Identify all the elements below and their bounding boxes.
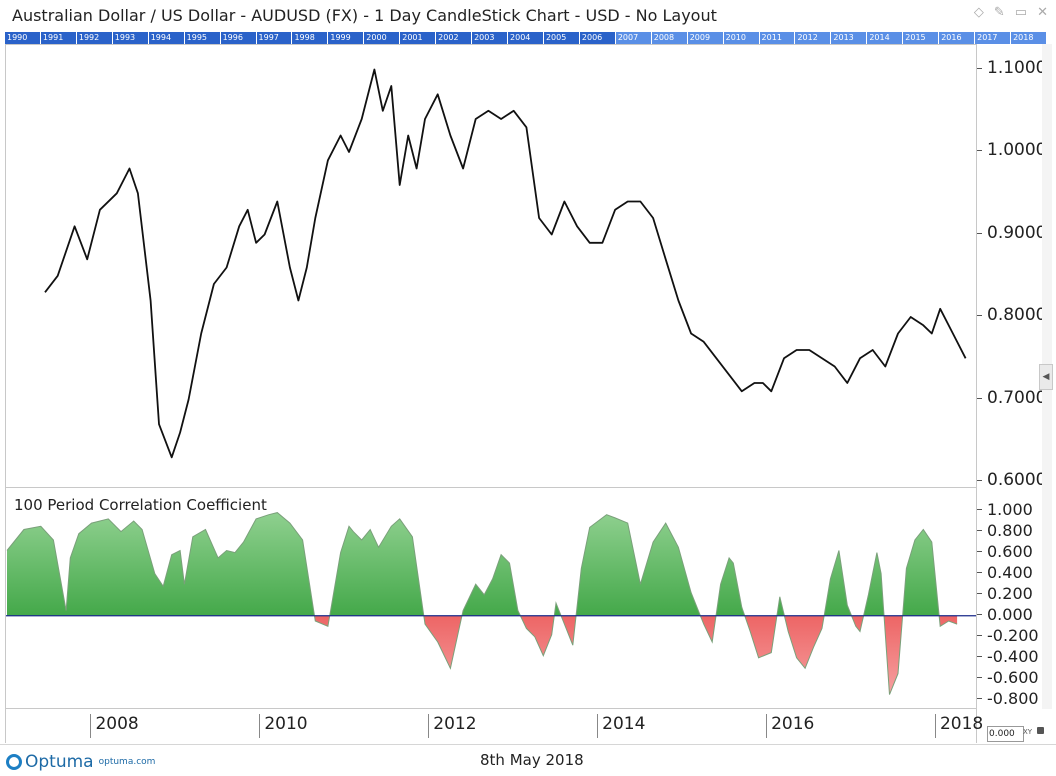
price-tick-label: 0.7000 bbox=[977, 388, 1042, 408]
year-strip-cell[interactable]: 2011 bbox=[758, 32, 795, 44]
price-tick-label: 0.8000 bbox=[977, 305, 1042, 325]
year-strip-cell[interactable]: 1997 bbox=[255, 32, 292, 44]
minimize-icon[interactable]: ▭ bbox=[1014, 5, 1028, 20]
year-strip-cell[interactable]: 2000 bbox=[363, 32, 399, 44]
indicator-tick-label: -0.800 bbox=[977, 689, 1039, 708]
optuma-logo: Optuma optuma.com bbox=[6, 752, 155, 772]
year-navigation-strip[interactable]: 1990 1991 1992 1993 1994 1995 1996 1997 1998 1999… bbox=[4, 32, 1046, 44]
indicator-tick-label: 1.000 bbox=[977, 500, 1033, 519]
year-strip-cell[interactable]: 1992 bbox=[75, 32, 112, 44]
date-tick-label: 2016 bbox=[766, 714, 814, 738]
pin-icon[interactable]: ✎ bbox=[993, 5, 1005, 20]
indicator-tick-label: 0.000 bbox=[977, 605, 1033, 624]
price-chart bbox=[44, 68, 967, 459]
close-icon[interactable]: ✕ bbox=[1037, 5, 1048, 20]
correlation-line bbox=[6, 512, 958, 695]
price-tick-label: 0.6000 bbox=[977, 470, 1042, 487]
year-strip-visible-range[interactable] bbox=[614, 32, 1046, 44]
year-strip-cell[interactable]: 1996 bbox=[219, 32, 256, 44]
indicator-label: 100 Period Correlation Coefficient bbox=[14, 496, 267, 514]
chart-title-bar: Australian Dollar / US Dollar - AUDUSD (… bbox=[0, 0, 1056, 32]
indicator-tick-label: -0.400 bbox=[977, 647, 1039, 666]
year-strip-cell[interactable]: 2013 bbox=[830, 32, 866, 44]
year-strip-cell[interactable]: 2001 bbox=[399, 32, 435, 44]
window-controls: ◇ ✎ ▭ ✕ bbox=[974, 5, 1048, 20]
year-strip-cell[interactable]: 1991 bbox=[39, 32, 76, 44]
year-strip-cell[interactable]: 2008 bbox=[650, 32, 687, 44]
footer-date: 8th May 2018 bbox=[480, 751, 584, 769]
correlation-negative-area bbox=[314, 615, 958, 695]
footer-bar: Optuma optuma.com 8th May 2018 bbox=[0, 744, 1056, 776]
year-strip-cell[interactable]: 2005 bbox=[542, 32, 579, 44]
indicator-tick-label: -0.200 bbox=[977, 626, 1039, 645]
indicator-tick-label: -0.600 bbox=[977, 668, 1039, 687]
year-strip-cell[interactable]: 2018 bbox=[1010, 32, 1046, 44]
year-strip-cell[interactable]: 2004 bbox=[507, 32, 543, 44]
year-strip-cell[interactable]: 2006 bbox=[578, 32, 615, 44]
indicator-axis[interactable]: 1.000 0.800 0.600 0.400 0.200 0.000 -0.200 -0.4… bbox=[977, 487, 1042, 709]
logo-url: optuma.com bbox=[98, 757, 156, 767]
year-strip-cell[interactable]: 2003 bbox=[471, 32, 507, 44]
price-tick-label: 1.1000 bbox=[977, 58, 1042, 78]
collapse-panel-button[interactable]: ◀ bbox=[1039, 364, 1053, 390]
year-strip-cell[interactable]: 2016 bbox=[938, 32, 974, 44]
diamond-icon[interactable]: ◇ bbox=[973, 5, 984, 20]
year-strip-cell[interactable]: 1990 bbox=[4, 32, 40, 44]
date-tick-label: 2014 bbox=[597, 714, 645, 738]
date-tick-label: 2010 bbox=[259, 714, 308, 738]
price-tick-label: 1.0000 bbox=[977, 140, 1042, 160]
year-strip-cell[interactable]: 1998 bbox=[291, 32, 327, 44]
year-strip-cell[interactable]: 1994 bbox=[147, 32, 184, 44]
year-strip-cell[interactable]: 2012 bbox=[794, 32, 830, 44]
year-strip-cell[interactable]: 2007 bbox=[614, 32, 651, 44]
indicator-tick-label: 0.600 bbox=[977, 542, 1033, 561]
year-strip-cell[interactable]: 2002 bbox=[435, 32, 471, 44]
xy-tag: XY bbox=[1023, 728, 1033, 736]
year-strip-cell[interactable]: 2010 bbox=[722, 32, 759, 44]
date-tick-label: 2012 bbox=[428, 714, 477, 738]
xy-value-box[interactable]: 0.000 bbox=[987, 726, 1024, 742]
chart-title: Australian Dollar / US Dollar - AUDUSD (… bbox=[12, 6, 717, 25]
correlation-positive-area bbox=[7, 512, 958, 616]
indicator-tick-label: 0.400 bbox=[977, 563, 1033, 582]
date-axis[interactable]: 2008 2010 2012 2014 2016 2018 bbox=[5, 709, 983, 743]
date-tick-label: 2018 bbox=[934, 714, 983, 738]
year-strip-cell[interactable]: 2015 bbox=[902, 32, 938, 44]
optuma-logo-icon bbox=[6, 754, 22, 770]
logo-text: Optuma bbox=[25, 752, 94, 772]
correlation-panel[interactable]: 100 Period Correlation Coefficient bbox=[5, 487, 977, 709]
lock-icon[interactable] bbox=[1037, 727, 1044, 734]
correlation-chart bbox=[6, 512, 976, 695]
year-strip-cell[interactable]: 2017 bbox=[974, 32, 1010, 44]
indicator-tick-label: 0.800 bbox=[977, 521, 1033, 540]
indicator-tick-label: 0.200 bbox=[977, 584, 1033, 603]
year-strip-cell[interactable]: 1993 bbox=[111, 32, 148, 44]
year-strip-cell[interactable]: 1999 bbox=[327, 32, 363, 44]
price-chart-panel[interactable] bbox=[5, 44, 977, 487]
price-tick-label: 0.9000 bbox=[977, 223, 1042, 243]
date-tick-label: 2008 bbox=[90, 714, 139, 738]
price-axis[interactable]: 1.1000 1.0000 0.9000 0.8000 0.7000 0.6000 bbox=[977, 44, 1042, 487]
year-strip-cell[interactable]: 2009 bbox=[686, 32, 723, 44]
price-series-line bbox=[44, 68, 967, 459]
year-strip-cell[interactable]: 1995 bbox=[183, 32, 220, 44]
year-strip-cell[interactable]: 2014 bbox=[866, 32, 902, 44]
